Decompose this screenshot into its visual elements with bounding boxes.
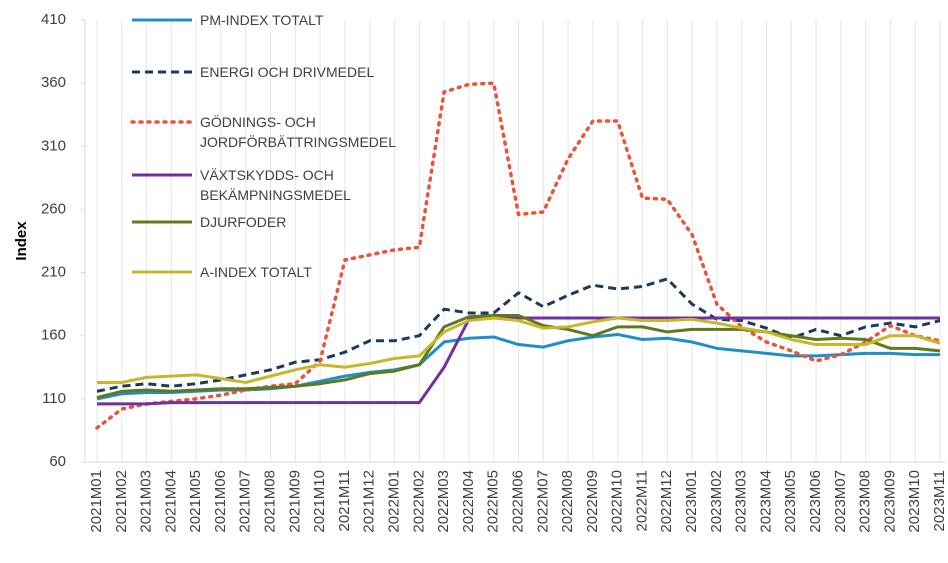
x-tick-label: 2021M08 <box>262 470 279 533</box>
x-tick-label: 2021M10 <box>311 470 328 533</box>
y-tick-label: 360 <box>41 74 66 91</box>
legend-entry: DJURFODER <box>130 212 450 232</box>
x-tick-label: 2021M01 <box>88 470 105 533</box>
x-tick-label: 2023M10 <box>906 470 923 533</box>
x-tick-label: 2021M07 <box>237 470 254 533</box>
x-tick-label: 2022M09 <box>584 470 601 533</box>
legend-entry: GÖDNINGS- OCH JORDFÖRBÄTTRINGSMEDEL <box>130 112 450 152</box>
x-tick-label: 2022M11 <box>633 470 650 531</box>
x-tick-label: 2023M03 <box>733 470 750 533</box>
legend-swatch <box>132 173 192 177</box>
x-tick-label: 2022M03 <box>435 470 452 533</box>
x-tick-label: 2021M04 <box>162 470 179 533</box>
legend: PM-INDEX TOTALT ENERGI OCH DRIVMEDEL GÖDNI… <box>130 0 460 300</box>
x-tick-label: 2023M07 <box>832 470 849 533</box>
x-tick-label: 2021M06 <box>212 470 229 533</box>
y-tick-label: 110 <box>42 390 66 407</box>
y-tick-label: 60 <box>49 453 66 470</box>
x-tick-label: 2021M09 <box>286 470 303 533</box>
x-tick-label: 2023M08 <box>857 470 874 533</box>
legend-entry: PM-INDEX TOTALT <box>130 10 450 30</box>
legend-swatch <box>132 220 192 224</box>
y-axis-label: Index <box>13 221 30 261</box>
x-tick-label: 2022M08 <box>559 470 576 533</box>
y-tick-label: 410 <box>41 11 66 28</box>
legend-label: GÖDNINGS- OCH JORDFÖRBÄTTRINGSMEDEL <box>200 114 397 150</box>
legend-label: PM-INDEX TOTALT <box>200 12 324 28</box>
y-tick-label: 260 <box>41 200 66 217</box>
series-line <box>96 277 941 393</box>
x-tick-label: 2022M12 <box>658 470 675 533</box>
series-line <box>95 81 942 430</box>
y-tick-label: 210 <box>41 264 66 281</box>
x-tick-label: 2022M10 <box>609 470 626 533</box>
series-line <box>97 316 940 406</box>
series-line <box>96 314 941 400</box>
legend-label: ENERGI OCH DRIVMEDEL <box>200 64 375 80</box>
x-tick-label: 2021M12 <box>361 470 378 533</box>
x-tick-label: 2022M06 <box>509 470 526 533</box>
x-tick-label: 2021M02 <box>113 470 130 533</box>
legend-swatch <box>132 270 192 274</box>
series-line <box>97 316 941 384</box>
x-tick-label: 2023M05 <box>782 470 799 533</box>
legend-entry: A-INDEX TOTALT <box>130 262 450 282</box>
legend-swatch <box>132 18 192 22</box>
x-tick-label: 2022M05 <box>485 470 502 533</box>
x-tick-label: 2023M02 <box>708 470 725 533</box>
legend-label: DJURFODER <box>200 214 287 230</box>
legend-swatch <box>130 120 194 124</box>
x-tick-label: 2023M11 <box>931 470 948 531</box>
x-tick-label: 2023M04 <box>757 470 774 533</box>
x-tick-label: 2022M04 <box>460 470 477 533</box>
x-tick-label: 2022M02 <box>410 470 427 533</box>
x-tick-label: 2021M11 <box>336 470 353 531</box>
y-tick-label: 160 <box>41 327 66 344</box>
y-tick-label: 310 <box>41 137 66 154</box>
x-tick-label: 2023M06 <box>807 470 824 533</box>
legend-swatch <box>132 70 192 74</box>
x-tick-label: 2023M09 <box>881 470 898 533</box>
legend-entry: ENERGI OCH DRIVMEDEL <box>130 62 450 82</box>
x-tick-label: 2023M01 <box>683 470 700 533</box>
x-tick-label: 2022M01 <box>385 470 402 533</box>
x-tick-label: 2021M03 <box>138 470 155 533</box>
x-tick-label: 2021M05 <box>187 470 204 533</box>
legend-entry: VÄXTSKYDDS- OCH BEKÄMPNINGSMEDEL <box>130 165 450 205</box>
legend-label: VÄXTSKYDDS- OCH BEKÄMPNINGSMEDEL <box>200 167 351 203</box>
x-tick-label: 2022M07 <box>534 470 551 533</box>
legend-label: A-INDEX TOTALT <box>200 264 312 280</box>
